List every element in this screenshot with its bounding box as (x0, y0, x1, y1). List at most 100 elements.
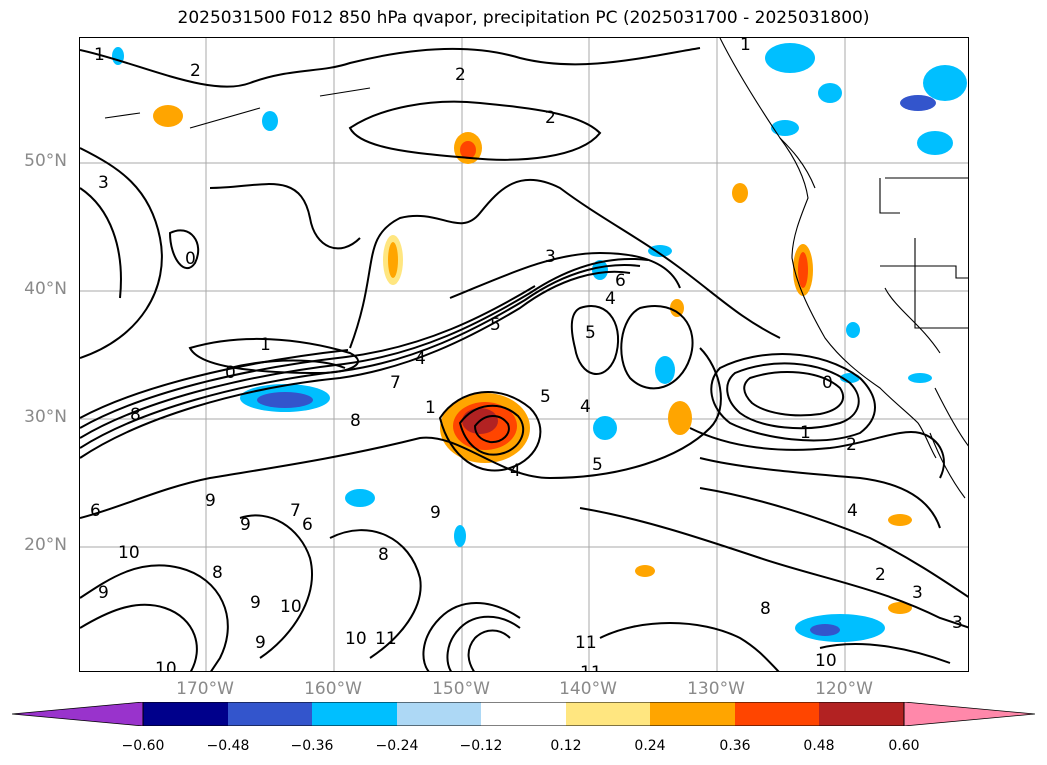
lon-label-150w: 150°W (432, 679, 490, 699)
contour-line (438, 391, 542, 472)
precip-blob (257, 392, 313, 408)
precip-blob (900, 95, 936, 111)
colorbar-tick: 0.24 (634, 738, 666, 754)
state-borders (879, 178, 968, 279)
colorbar-tick: 0.36 (719, 738, 751, 754)
contour-label: 2 (545, 108, 556, 128)
contour-label: 0 (185, 249, 196, 269)
contour-label: 0 (225, 363, 236, 383)
precip-shading (112, 43, 967, 642)
contour-label: 10 (155, 659, 177, 672)
contour-line (348, 100, 602, 161)
precip-blob (648, 245, 672, 257)
precip-blob (846, 322, 860, 338)
contour-label: 5 (592, 455, 603, 475)
colorbar-extend-high (903, 701, 1036, 727)
na-coastline (719, 38, 937, 459)
precip-blob (593, 416, 617, 440)
precip-blob (795, 614, 885, 642)
colorbar-extend-low (11, 701, 144, 727)
figure-title: 2025031500 F012 850 hPa qvapor, precipit… (177, 8, 870, 28)
colorbar (11, 701, 1036, 730)
precip-blob (670, 299, 684, 317)
contour-label: 9 (98, 583, 109, 603)
contour-label: 4 (510, 461, 521, 481)
colorbar-bin (566, 702, 650, 726)
precip-blob (592, 260, 608, 280)
contour-line (239, 514, 313, 659)
colorbar-bin (819, 702, 904, 726)
contour-label: 10 (280, 597, 302, 617)
contour-label: 3 (98, 173, 109, 193)
lon-label-170w: 170°W (176, 679, 234, 699)
contour-label: 4 (847, 501, 858, 521)
contour-label: 8 (130, 405, 141, 425)
precip-blob (917, 131, 953, 155)
contour-label: 4 (415, 349, 426, 369)
colorbar-tick: 0.60 (888, 738, 920, 754)
contour-line (329, 529, 422, 659)
contour-line (689, 427, 945, 479)
contour-line (80, 564, 229, 671)
precip-blob (818, 83, 842, 103)
contour-label: 10 (345, 629, 367, 649)
colorbar-tick: −0.12 (459, 738, 503, 754)
contour-line (819, 643, 951, 664)
contour-line (743, 371, 845, 417)
precip-blob (262, 111, 278, 131)
contour-label: 8 (378, 545, 389, 565)
contour-label: 2 (846, 435, 857, 455)
contour-line (458, 404, 525, 456)
contour-label: 5 (490, 315, 501, 335)
contour-label: 1 (94, 45, 105, 65)
precip-blob (732, 183, 748, 203)
colorbar-bin (143, 702, 228, 726)
contour-line (699, 457, 941, 529)
contour-label: 3 (952, 613, 963, 633)
contour-line (726, 362, 860, 430)
contour-label: 2 (455, 65, 466, 85)
contour-line (446, 615, 521, 671)
contour-line (168, 229, 200, 270)
contour-label: 1 (800, 423, 811, 443)
contour-label: 11 (575, 633, 597, 653)
contour-label: 7 (290, 501, 301, 521)
lon-label-120w: 120°W (815, 679, 873, 699)
contour-label: 1 (740, 38, 751, 55)
lat-label-30n: 30°N (24, 407, 67, 427)
precip-blob (771, 120, 799, 136)
contour-label: 10 (815, 651, 837, 671)
lon-label-130w: 130°W (687, 679, 745, 699)
contour-label: 3 (912, 583, 923, 603)
map-panel: 1 1 2 2 2 3 3 0 0 1 4 5 4 5 6 7 8 8 1 4 … (79, 37, 969, 672)
contour-line (80, 264, 641, 449)
contour-label: 6 (302, 515, 313, 535)
mexico-border (934, 387, 968, 447)
contour-line (579, 507, 968, 629)
contour-label: 5 (585, 323, 596, 343)
precip-blob (908, 373, 932, 383)
colorbar-tick: −0.24 (375, 738, 419, 754)
aleutian-islands (104, 87, 371, 129)
contour-label: 10 (118, 543, 140, 563)
colorbar-bin (481, 702, 566, 726)
precip-blob (388, 242, 398, 278)
contour-line (710, 353, 876, 442)
precip-blob (655, 356, 675, 384)
colorbar-tick: −0.48 (206, 738, 250, 754)
lat-label-40n: 40°N (24, 279, 67, 299)
contour-line (80, 349, 349, 419)
colorbar-bin (228, 702, 312, 726)
contour-line (473, 415, 510, 444)
contour-label: 4 (580, 397, 591, 417)
colorbar-tick: 0.48 (803, 738, 835, 754)
precip-blob (635, 565, 655, 577)
contour-label: 8 (760, 599, 771, 619)
contour-label: 11 (580, 663, 602, 672)
contour-line (599, 622, 780, 671)
contour-label: 11 (375, 629, 397, 649)
contour-line (467, 629, 511, 671)
lat-label-50n: 50°N (24, 151, 67, 171)
contour-line (209, 183, 361, 250)
lat-label-20n: 20°N (24, 535, 67, 555)
